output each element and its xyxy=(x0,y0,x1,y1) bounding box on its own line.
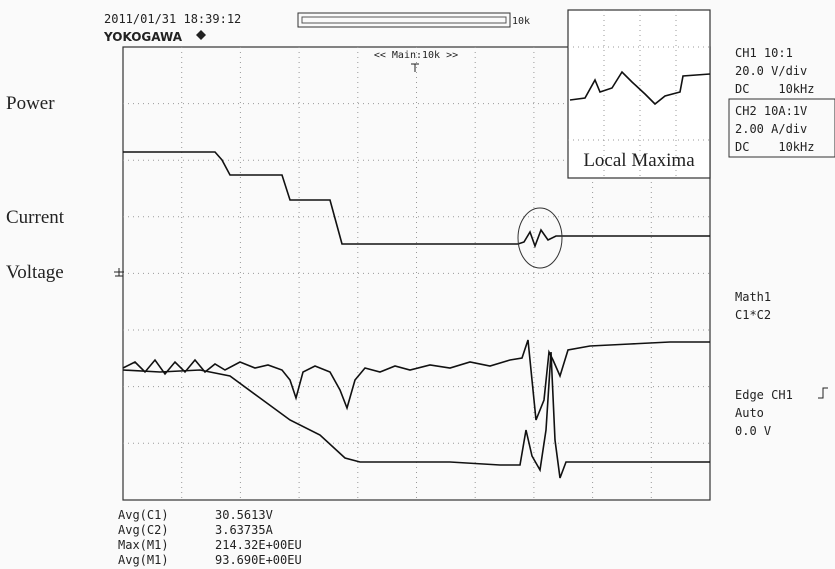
trigger-text: 0.0 V xyxy=(735,424,771,438)
inset xyxy=(567,9,711,179)
zoom-window xyxy=(301,16,507,24)
channel-text: 2.00 A/div xyxy=(735,122,807,136)
measurement-value: 3.63735A xyxy=(215,523,274,537)
inset-trace xyxy=(569,70,711,106)
trigger-text: Edge CH1 xyxy=(735,388,793,402)
trace-label: Current xyxy=(6,207,65,228)
inset-grid xyxy=(568,10,710,178)
edge-icon xyxy=(818,387,828,399)
voltage-trace xyxy=(122,351,710,479)
trigger-text: Auto xyxy=(735,406,764,420)
measurement-name: Avg(M1) xyxy=(118,553,169,567)
channel-text: DC 10kHz xyxy=(735,82,814,96)
trace-label: Power xyxy=(6,93,55,114)
inset-label: Local Maxima xyxy=(583,150,695,171)
channel-text: DC 10kHz xyxy=(735,140,814,154)
channel-text: 20.0 V/div xyxy=(735,64,807,78)
measurement-value: 30.5613V xyxy=(215,508,273,522)
current-trace xyxy=(122,339,710,421)
measurement-value: 93.690E+00EU xyxy=(215,553,302,567)
brand-icon xyxy=(196,30,206,40)
timestamp: 2011/01/31 18:39:12 xyxy=(104,12,241,26)
highlight-circle xyxy=(517,207,563,269)
math-text: C1*C2 xyxy=(735,308,771,322)
math-text: Math1 xyxy=(735,290,771,304)
trigger-pos xyxy=(411,63,419,72)
channel-text: CH2 10A:1V xyxy=(735,104,807,118)
measurement-name: Avg(C1) xyxy=(118,508,169,522)
brand: YOKOGAWA xyxy=(103,30,183,44)
zoom-bar xyxy=(297,12,511,28)
measurement-name: Max(M1) xyxy=(118,538,169,552)
main-label: << Main:10k >> xyxy=(374,50,458,61)
channel-box xyxy=(728,98,835,158)
ground-marker xyxy=(114,268,124,277)
measurements: Avg(C1) 30.5613V Avg(C2) 3.63735A Max(M1) 214… xyxy=(118,508,302,567)
zoom-label: 10k xyxy=(512,16,530,27)
measurement-name: Avg(C2) xyxy=(118,523,169,537)
trace-label: Voltage xyxy=(6,262,64,283)
power-trace xyxy=(123,151,710,249)
channel-text: CH1 10:1 xyxy=(735,46,793,60)
measurement-value: 214.32E+00EU xyxy=(215,538,302,552)
